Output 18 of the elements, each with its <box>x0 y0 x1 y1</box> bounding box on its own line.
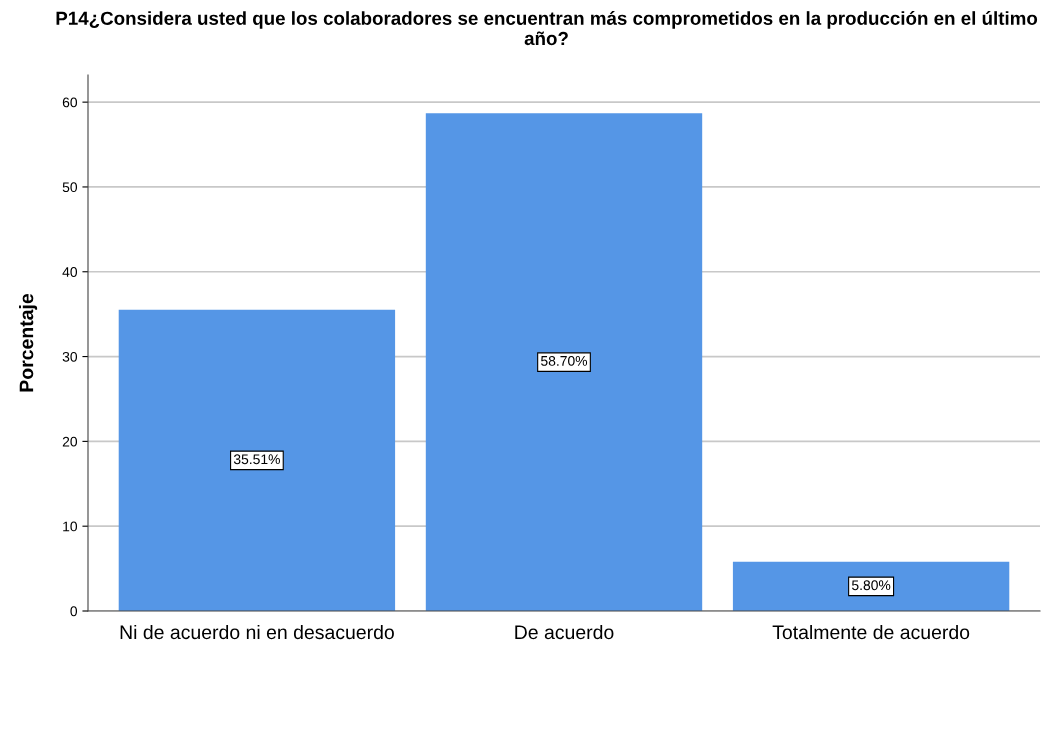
chart-title: P14¿Considera usted que los colaboradores se encuentran más comprometidos en la producción en el último año? <box>56 11 1038 46</box>
y-tick-label: 40 <box>62 267 78 277</box>
data-label: 58.70% <box>541 355 588 366</box>
y-axis-title: Porcentaje <box>19 293 38 392</box>
y-tick-label: 60 <box>62 97 78 108</box>
y-tick-label: 20 <box>62 436 78 447</box>
bar <box>425 113 703 611</box>
bar <box>732 561 1010 611</box>
y-tick-label: 10 <box>63 521 78 532</box>
data-label: 5.80% <box>851 580 891 591</box>
data-label: 35.51% <box>233 454 280 465</box>
x-tick-label: Ni de acuerdo ni en desacuerdo <box>120 624 394 640</box>
x-tick-label: De acuerdo <box>515 624 614 640</box>
x-tick-label: Totalmente de acuerdo <box>772 624 970 640</box>
bar <box>118 309 396 611</box>
y-tick-label: 0 <box>70 606 78 617</box>
y-tick-label: 30 <box>62 351 78 362</box>
y-tick-label: 50 <box>62 182 78 193</box>
